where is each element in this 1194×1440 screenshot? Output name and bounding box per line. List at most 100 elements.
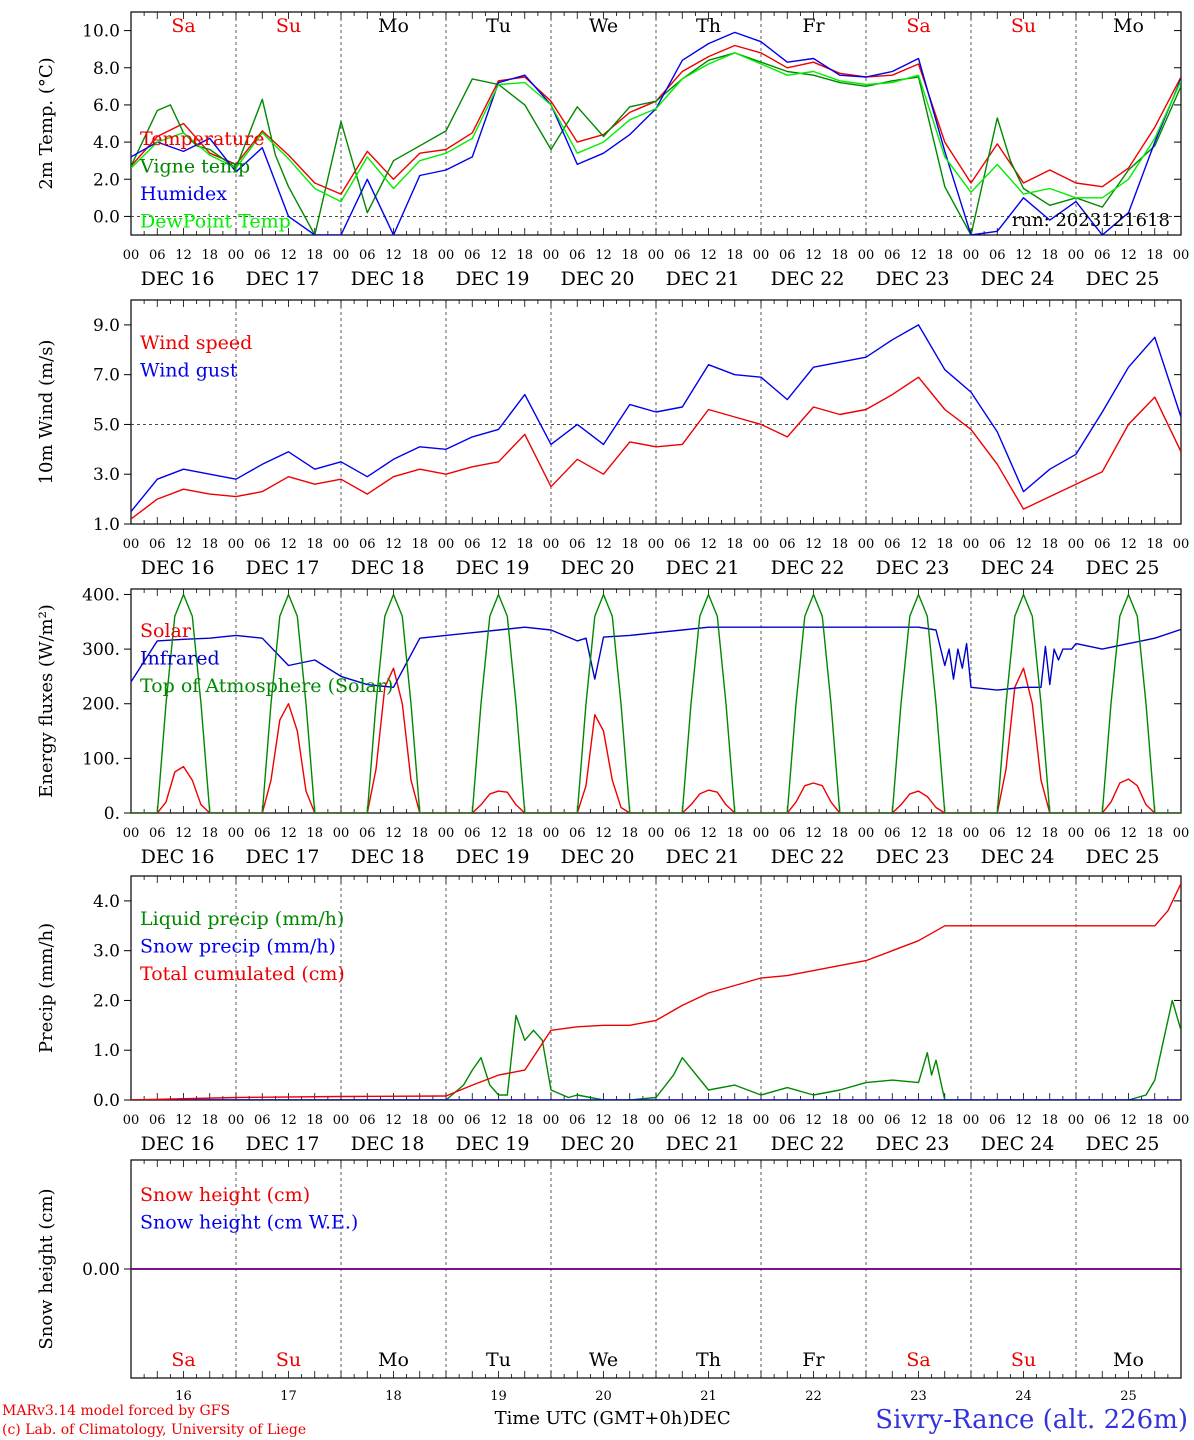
y-tick-label: 3.0 [93,465,120,485]
date-label: DEC 25 [1086,1133,1160,1155]
hour-label: 00 [543,1113,560,1128]
day-number-label: 22 [805,1389,822,1404]
hour-label: 12 [175,1113,192,1128]
hour-label: 18 [726,826,743,841]
hour-label: 00 [648,537,665,552]
hour-label: 18 [411,826,428,841]
hour-label: 06 [149,537,166,552]
plot-frame [130,11,1182,236]
hour-label: 12 [490,537,507,552]
hour-label: 06 [1094,1113,1111,1128]
date-label: DEC 25 [1086,268,1160,290]
weekday-label: Th [696,15,721,37]
hour-label: 00 [963,248,980,263]
hour-label: 12 [595,826,612,841]
hour-label: 00 [963,537,980,552]
hour-label: 06 [989,537,1006,552]
hour-label: 12 [280,1113,297,1128]
hour-label: 12 [1120,826,1137,841]
hour-label: 18 [516,248,533,263]
date-label: DEC 24 [981,557,1055,579]
hour-label: 00 [1173,248,1190,263]
legend-entry: Snow precip (mm/h) [140,936,336,958]
legend-entry: Wind speed [140,332,252,354]
hour-label: 06 [149,826,166,841]
legend-entry: Total cumulated (cm) [140,963,345,985]
y-tick-label: 9.0 [93,316,120,336]
y-axis-label: 2m Temp. (°C) [36,57,57,189]
hour-label: 06 [254,248,271,263]
hour-label: 12 [175,537,192,552]
date-label: DEC 20 [561,557,635,579]
hour-label: 00 [543,537,560,552]
y-tick-label: 2.0 [93,170,120,190]
hour-label: 06 [359,1113,376,1128]
y-tick-label: 100. [82,749,120,769]
hour-label: 12 [700,537,717,552]
hour-label: 00 [228,537,245,552]
hour-label: 18 [201,248,218,263]
hour-label: 18 [936,537,953,552]
hour-label: 00 [1068,826,1085,841]
weekday-label: Sa [171,1349,195,1371]
hour-label: 00 [648,248,665,263]
weekday-label: Tu [486,1349,511,1371]
hour-label: 06 [884,826,901,841]
hour-label: 00 [333,826,350,841]
weekday-label: Fr [802,1349,825,1371]
day-number-label: 25 [1120,1389,1137,1404]
date-label: DEC 24 [981,1133,1055,1155]
hour-label: 00 [963,1113,980,1128]
date-label: DEC 19 [456,557,530,579]
hour-label: 12 [1120,1113,1137,1128]
date-label: DEC 22 [771,268,845,290]
date-label: DEC 17 [246,846,320,868]
date-label: DEC 21 [666,268,740,290]
hour-label: 00 [1068,248,1085,263]
hour-label: 12 [910,248,927,263]
panel-5: 0.00 Snow height (cm) Snow height (cm) Snow… [36,1159,1182,1404]
hour-label: 06 [884,537,901,552]
hour-label: 00 [963,826,980,841]
date-label: DEC 21 [666,1133,740,1155]
credit-line-1: MARv3.14 model forced by GFS [2,1403,230,1419]
hour-label: 18 [726,1113,743,1128]
series-line-1 [131,667,1181,813]
panel-1: 0.0 2.0 4.0 6.0 8.0 10.0 2m Temp. (°C) Temperat… [36,11,1190,290]
legend-entry: DewPoint Temp [140,211,291,233]
y-tick-label: 0.0 [93,1091,120,1111]
hour-label: 00 [648,826,665,841]
series-group [131,31,1181,235]
weekday-label: Sa [906,1349,930,1371]
hour-label: 06 [569,826,586,841]
hour-label: 00 [123,248,140,263]
weekday-label: Su [276,15,301,37]
hour-label: 18 [411,248,428,263]
series-line-4 [131,52,1181,203]
panel-3: 0. 100. 200. 300. 400. Energy fluxes (W/m²) So… [36,585,1189,868]
hour-label: 00 [858,537,875,552]
legend-entry: Temperature [140,128,264,150]
hour-label: 00 [228,1113,245,1128]
hour-label: 12 [805,826,822,841]
date-label: DEC 18 [351,557,425,579]
x-axis-month: DEC [689,1408,730,1429]
y-tick-label: 2.0 [93,991,120,1011]
legend-entry: Infrared [140,648,220,670]
date-label: DEC 16 [141,1133,215,1155]
series-line-2 [131,626,1181,691]
hour-label: 00 [753,1113,770,1128]
weekday-label: Th [696,1349,721,1371]
hour-label: 00 [333,537,350,552]
run-annotation: run: 2023121618 [1012,210,1170,231]
weekday-label: Mo [378,15,409,37]
date-label: DEC 17 [246,1133,320,1155]
series-group [131,324,1181,520]
date-label: DEC 25 [1086,846,1160,868]
hour-label: 06 [254,537,271,552]
date-label: DEC 23 [876,557,950,579]
hour-label: 00 [753,248,770,263]
date-label: DEC 23 [876,268,950,290]
date-label: DEC 19 [456,846,530,868]
series-line-1 [131,376,1181,520]
